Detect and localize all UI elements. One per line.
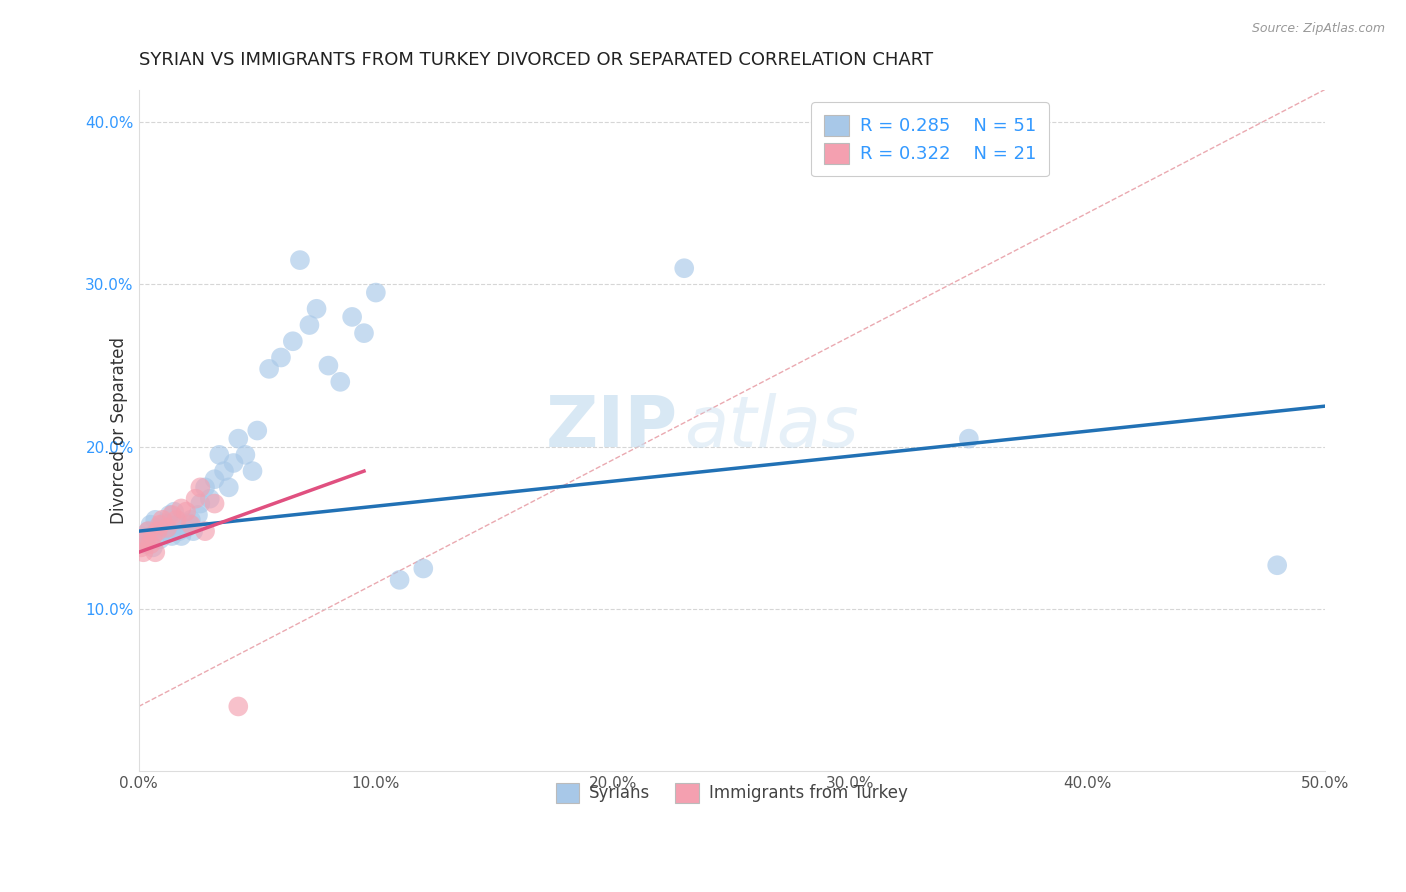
- Point: [160, 529, 183, 543]
- Point: [150, 513, 173, 527]
- Point: [246, 424, 269, 438]
- Point: [1265, 558, 1288, 573]
- Point: [142, 541, 165, 555]
- Point: [132, 545, 155, 559]
- Point: [188, 480, 211, 494]
- Point: [305, 301, 328, 316]
- Point: [159, 508, 181, 522]
- Point: [281, 334, 304, 349]
- Point: [135, 537, 157, 551]
- Point: [166, 513, 188, 527]
- Point: [270, 351, 292, 365]
- Point: [170, 529, 193, 543]
- Point: [329, 375, 352, 389]
- Point: [143, 545, 166, 559]
- Text: ZIP: ZIP: [546, 392, 678, 462]
- Point: [198, 491, 221, 506]
- Point: [208, 448, 231, 462]
- Point: [163, 505, 186, 519]
- Text: atlas: atlas: [685, 392, 859, 462]
- Point: [149, 533, 172, 547]
- Point: [139, 537, 162, 551]
- Point: [187, 508, 209, 522]
- Point: [139, 517, 162, 532]
- Y-axis label: Divorced or Separated: Divorced or Separated: [110, 337, 128, 524]
- Point: [156, 521, 179, 535]
- Point: [353, 326, 375, 340]
- Point: [204, 472, 226, 486]
- Point: [129, 529, 152, 543]
- Point: [132, 533, 155, 548]
- Point: [235, 448, 257, 462]
- Point: [318, 359, 340, 373]
- Point: [146, 521, 169, 535]
- Text: SYRIAN VS IMMIGRANTS FROM TURKEY DIVORCED OR SEPARATED CORRELATION CHART: SYRIAN VS IMMIGRANTS FROM TURKEY DIVORCE…: [139, 51, 932, 69]
- Legend: Syrians, Immigrants from Turkey: Syrians, Immigrants from Turkey: [544, 772, 920, 814]
- Point: [174, 521, 197, 535]
- Point: [957, 432, 980, 446]
- Point: [212, 464, 235, 478]
- Point: [150, 525, 173, 540]
- Point: [288, 253, 311, 268]
- Point: [143, 513, 166, 527]
- Point: [177, 516, 200, 530]
- Point: [129, 541, 152, 555]
- Point: [257, 362, 280, 376]
- Text: Source: ZipAtlas.com: Source: ZipAtlas.com: [1251, 22, 1385, 36]
- Point: [204, 497, 226, 511]
- Point: [412, 561, 434, 575]
- Point: [226, 432, 249, 446]
- Point: [167, 524, 190, 538]
- Point: [194, 480, 217, 494]
- Point: [340, 310, 363, 324]
- Point: [174, 505, 197, 519]
- Point: [153, 516, 176, 530]
- Point: [218, 480, 240, 494]
- Point: [242, 464, 264, 478]
- Point: [388, 573, 411, 587]
- Point: [136, 524, 159, 538]
- Point: [298, 318, 321, 332]
- Point: [142, 529, 165, 543]
- Point: [673, 261, 696, 276]
- Point: [364, 285, 387, 300]
- Point: [222, 456, 245, 470]
- Point: [194, 524, 217, 538]
- Point: [226, 699, 249, 714]
- Point: [149, 517, 172, 532]
- Point: [136, 524, 159, 538]
- Point: [180, 513, 202, 527]
- Point: [146, 524, 169, 538]
- Point: [166, 517, 188, 532]
- Point: [160, 508, 183, 522]
- Point: [181, 524, 204, 538]
- Point: [170, 501, 193, 516]
- Point: [156, 524, 179, 538]
- Point: [135, 533, 157, 548]
- Point: [188, 497, 211, 511]
- Point: [184, 491, 207, 506]
- Point: [180, 517, 202, 532]
